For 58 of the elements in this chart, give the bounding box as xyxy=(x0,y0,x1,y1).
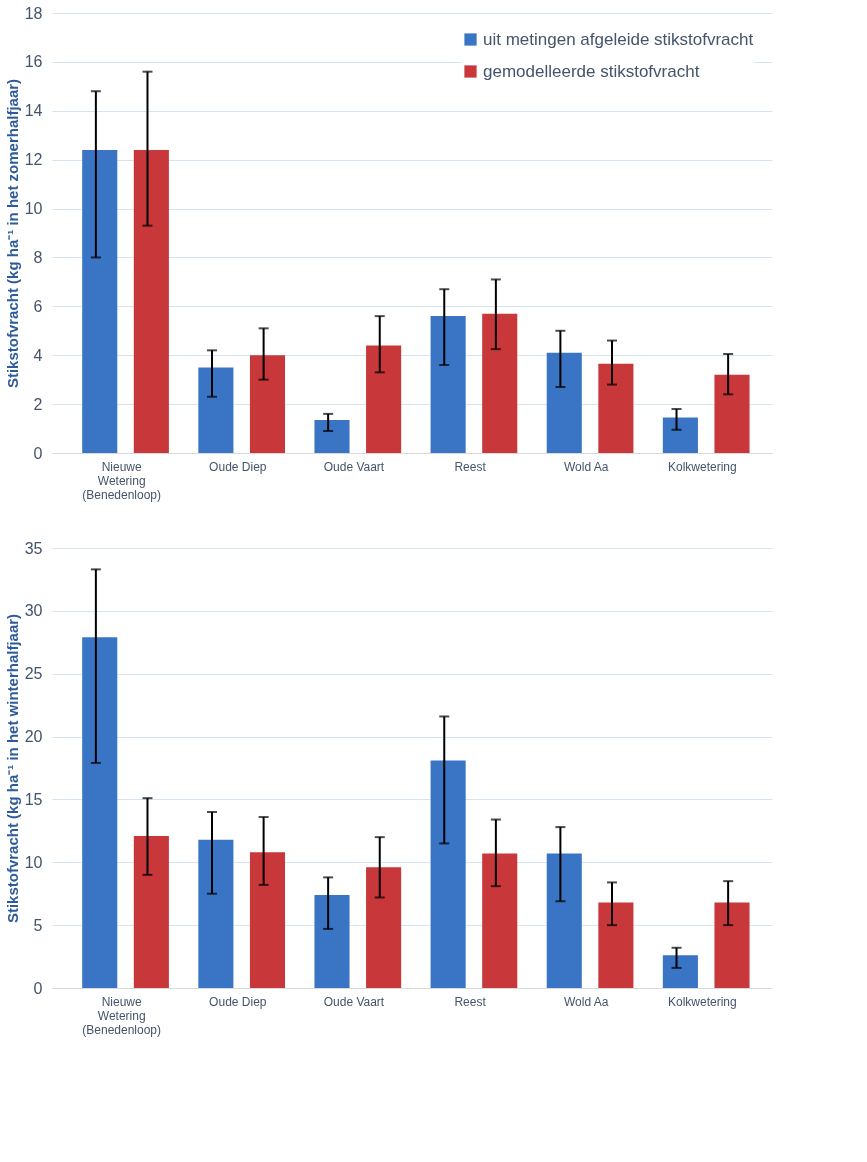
bar xyxy=(430,316,466,453)
bar xyxy=(249,355,286,453)
y-tick-label: 8 xyxy=(33,248,43,266)
x-tick-label: Nieuwe Wetering (Benedenloop) xyxy=(82,459,162,502)
x-tick-label: Kolkwetering xyxy=(667,994,737,1009)
bar xyxy=(314,894,350,988)
x-tick-label: Kolkwetering xyxy=(667,459,737,474)
bar xyxy=(314,420,350,453)
y-tick-label: 20 xyxy=(24,728,43,746)
bar xyxy=(662,955,698,988)
y-tick-label: 0 xyxy=(33,979,43,997)
bar xyxy=(598,902,634,988)
bar xyxy=(714,902,750,988)
y-tick-label: 5 xyxy=(33,916,43,934)
x-tick-label: Reest xyxy=(454,459,487,474)
bar xyxy=(133,835,169,988)
bar xyxy=(133,149,169,453)
x-tick-label: Reest xyxy=(454,994,487,1009)
bar xyxy=(662,417,698,453)
x-tick-label: Oude Diep xyxy=(209,459,267,474)
bar xyxy=(198,367,234,453)
bar xyxy=(714,374,750,453)
y-tick-label: 2 xyxy=(33,395,43,413)
y-tick-label: 0 xyxy=(33,444,43,462)
y-axis-title: Stikstofvracht (kg ha⁻¹ in het zomerhalfjaar) xyxy=(3,78,21,389)
bar xyxy=(546,352,582,453)
bar xyxy=(482,313,518,453)
bar xyxy=(249,852,286,988)
x-tick-label: Wold Aa xyxy=(563,459,609,474)
y-tick-label: 30 xyxy=(24,602,43,620)
y-tick-label: 25 xyxy=(24,665,43,683)
y-tick-label: 35 xyxy=(24,539,43,557)
bar xyxy=(82,149,118,453)
bar xyxy=(598,363,634,453)
legend-label: uit metingen afgeleide stikstofvracht xyxy=(483,29,754,49)
y-axis-title: Stikstofvracht (kg ha⁻¹ in het winterhalfjaar) xyxy=(3,613,21,924)
x-tick-label: Oude Diep xyxy=(209,994,267,1009)
y-tick-label: 18 xyxy=(24,4,43,22)
x-tick-label: Wold Aa xyxy=(563,994,609,1009)
legend-label: gemodelleerde stikstofvracht xyxy=(483,61,700,81)
y-tick-label: 6 xyxy=(33,297,43,315)
x-tick-label: Oude Vaart xyxy=(323,459,385,474)
y-tick-label: 16 xyxy=(24,53,43,71)
x-tick-label: Oude Vaart xyxy=(323,994,385,1009)
y-tick-label: 14 xyxy=(24,102,43,120)
bar xyxy=(366,867,402,988)
y-tick-label: 12 xyxy=(24,151,43,169)
x-tick-label: Nieuwe Wetering (Benedenloop) xyxy=(82,994,162,1037)
bar xyxy=(546,853,582,988)
y-tick-label: 10 xyxy=(24,853,43,871)
bar xyxy=(82,637,118,988)
y-tick-label: 15 xyxy=(24,790,43,808)
y-tick-label: 4 xyxy=(33,346,43,364)
bar xyxy=(198,839,234,988)
y-tick-label: 10 xyxy=(24,200,43,218)
bar xyxy=(482,853,518,988)
bar xyxy=(430,760,466,988)
bar xyxy=(366,345,402,453)
